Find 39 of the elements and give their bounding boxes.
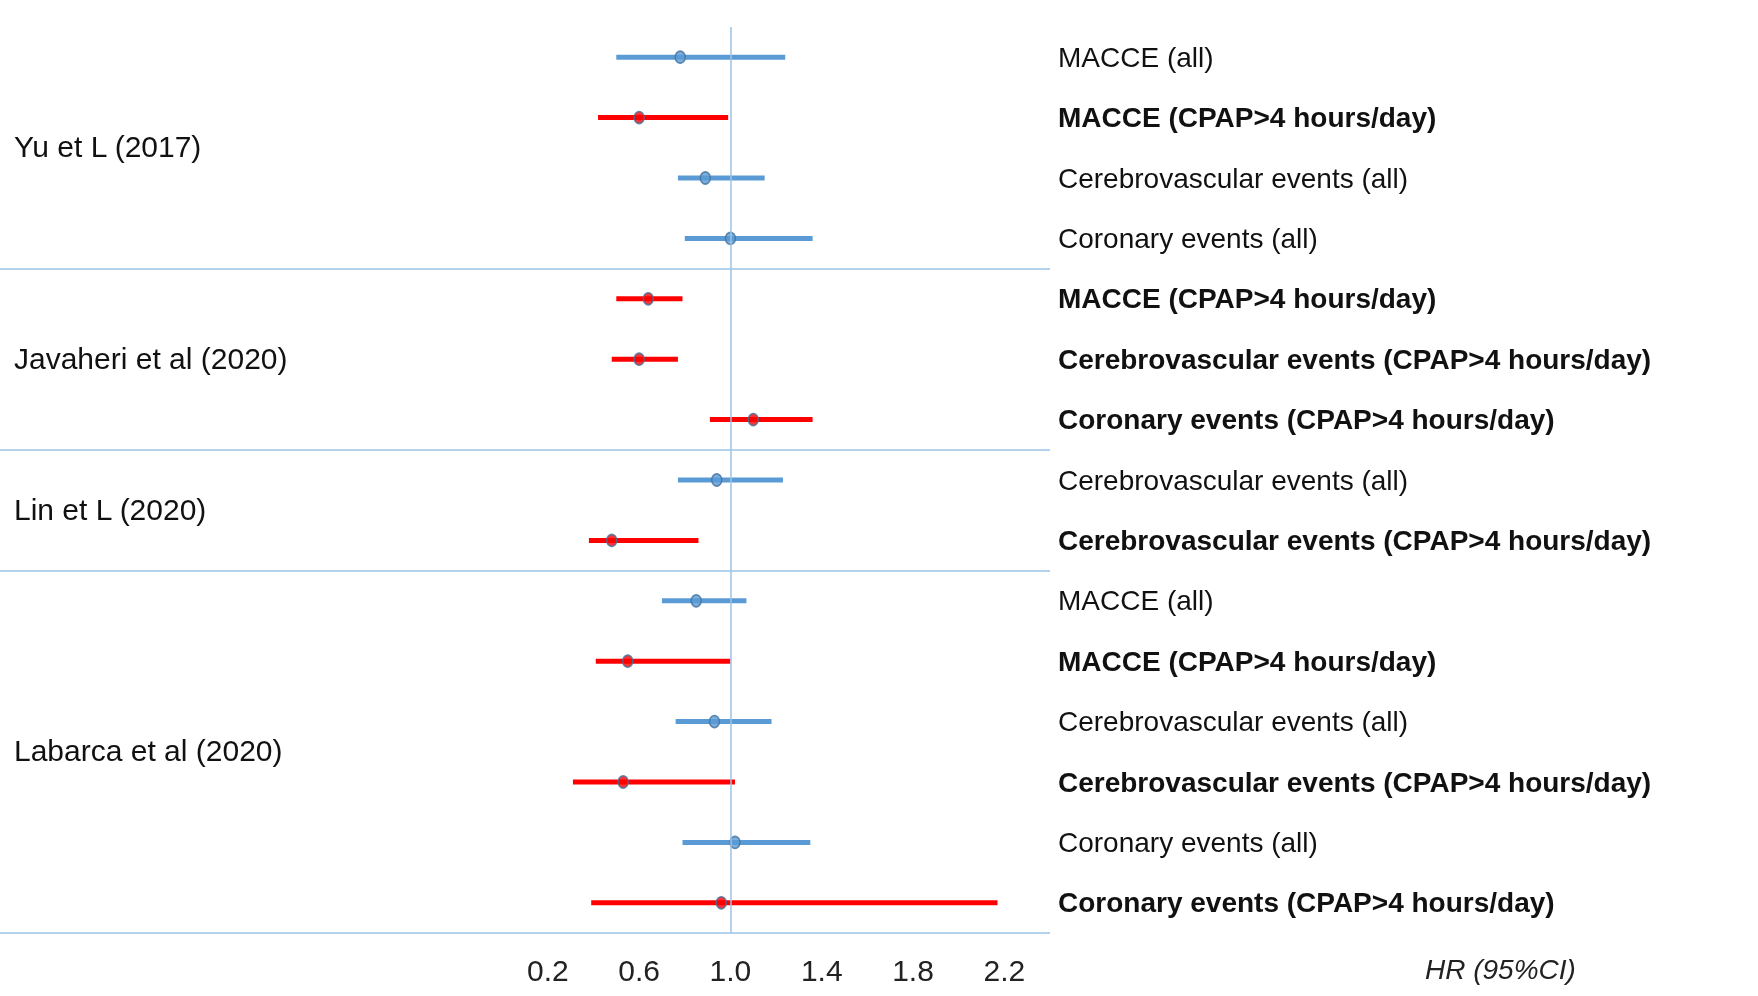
x-tick-label: 1.0: [709, 953, 752, 987]
annotation: Javaheri et al (2020): [14, 341, 288, 375]
y-tick-label: Coronary events (all): [1058, 826, 1318, 858]
y-tick-label: MACCE (CPAP>4 hours/day): [1058, 102, 1437, 134]
x-axis-title: HR (95%CI): [1425, 953, 1576, 985]
y-tick-label: MACCE (all): [1058, 585, 1214, 617]
y-tick-label: Coronary events (CPAP>4 hours/day): [1058, 887, 1555, 919]
x-tick-label: 0.2: [526, 953, 569, 987]
point: [606, 533, 618, 548]
y-tick-label: Cerebrovascular events (CPAP>4 hours/day): [1058, 524, 1652, 556]
y-tick-label: Cerebrovascular events (CPAP>4 hours/day): [1058, 343, 1652, 375]
x-tick-label: 0.6: [618, 953, 660, 987]
x-tick-label: 1.4: [800, 953, 843, 987]
y-tick-label: MACCE (all): [1058, 41, 1214, 73]
point: [715, 896, 728, 910]
y-tick-label: MACCE (CPAP>4 hours/day): [1058, 283, 1437, 315]
y-tick-label: Cerebrovascular events (all): [1058, 162, 1409, 194]
point: [699, 171, 712, 185]
point: [633, 352, 645, 366]
point: [708, 714, 721, 729]
point: [747, 412, 760, 427]
y-tick-label: Coronary events (all): [1058, 222, 1318, 254]
annotation: Lin et L (2020): [14, 492, 207, 526]
annotation: Labarca et al (2020): [14, 734, 283, 768]
x-tick-label: 2.2: [983, 953, 1026, 987]
y-tick-label: Cerebrovascular events (all): [1058, 464, 1409, 496]
point: [617, 775, 629, 789]
y-tick-label: Coronary events (CPAP>4 hours/day): [1058, 404, 1555, 436]
y-tick-label: Cerebrovascular events (CPAP>4 hours/day): [1058, 766, 1652, 798]
y-tick-label: Cerebrovascular events (all): [1058, 706, 1409, 738]
point: [642, 292, 655, 306]
y-tick-label: MACCE (CPAP>4 hours/day): [1058, 645, 1437, 677]
point: [690, 594, 702, 608]
annotation: Yu et L (2017): [14, 130, 202, 164]
point: [674, 50, 686, 64]
point: [633, 110, 645, 125]
point: [621, 654, 634, 668]
point: [711, 473, 723, 487]
x-tick-label: 1.8: [892, 953, 934, 987]
